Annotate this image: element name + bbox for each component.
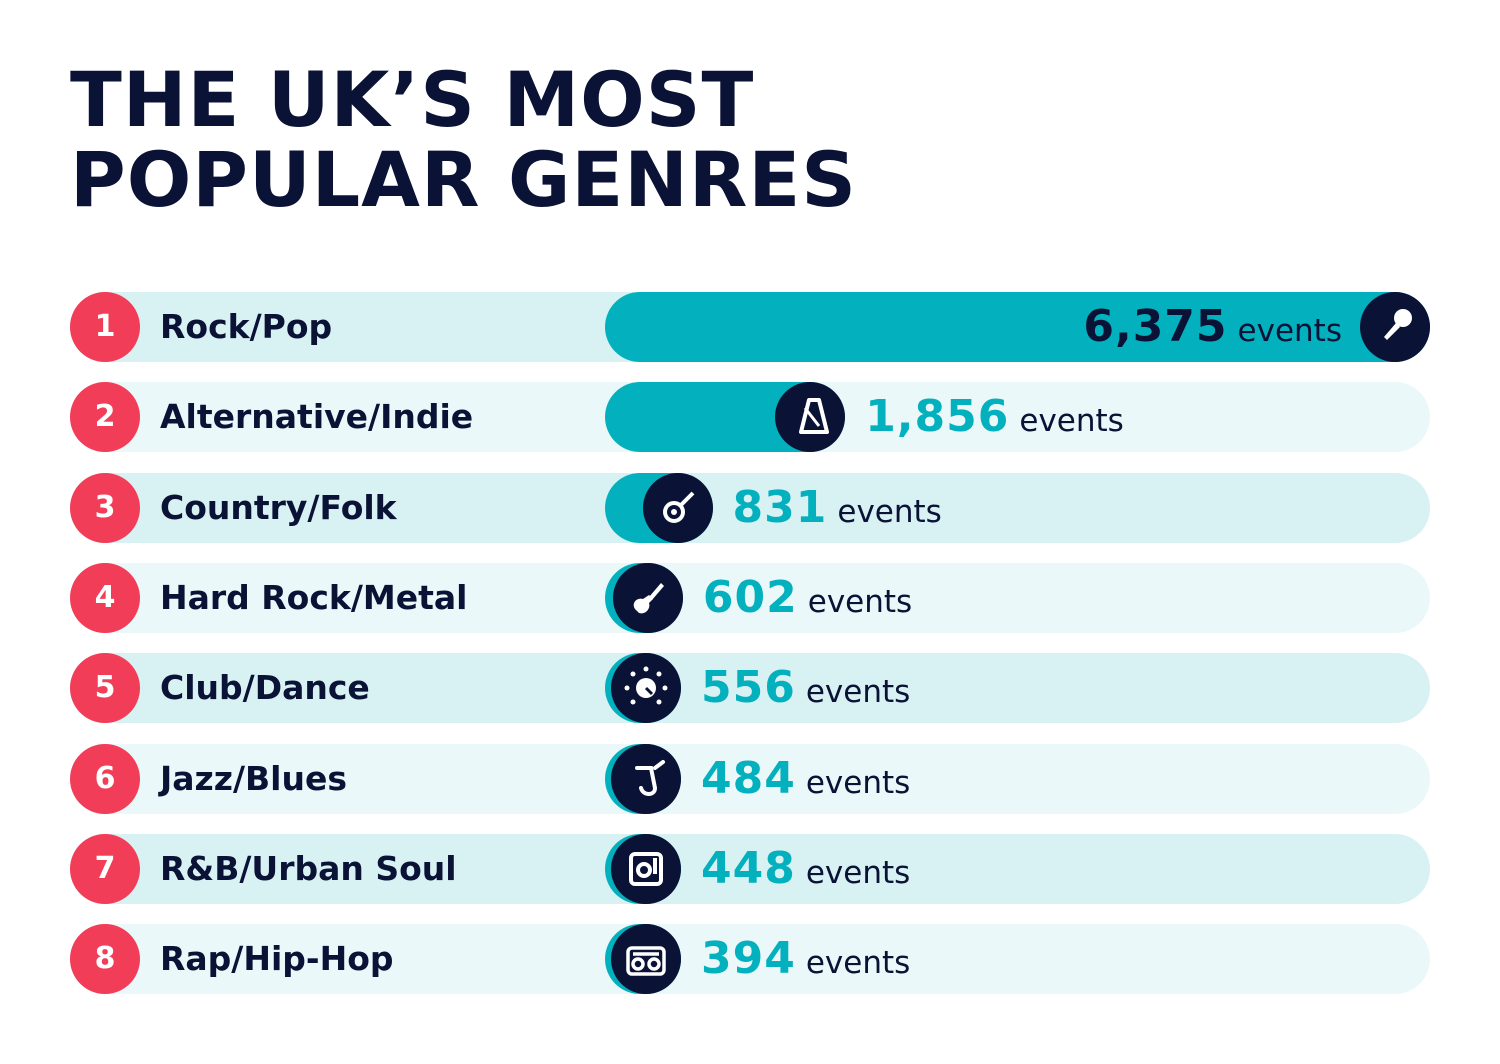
value-label: 602	[702, 571, 798, 623]
value-label-group: 484 events	[701, 744, 910, 814]
value-label-group: 6,375 events	[1083, 292, 1342, 362]
value-label: 831	[732, 481, 828, 533]
genre-label: Club/Dance	[160, 668, 370, 708]
microphone-icon	[1360, 292, 1430, 362]
rank-badge: 6	[70, 743, 140, 814]
unit-label: events	[805, 854, 911, 891]
value-bar	[605, 292, 1430, 362]
rank-badge: 1	[70, 292, 140, 362]
genre-label: Rock/Pop	[160, 307, 333, 346]
boombox-icon	[611, 924, 681, 995]
value-label-group: 556 events	[701, 653, 910, 723]
genre-row: 8 Rap/Hip-Hop 394 events	[70, 924, 1430, 995]
page-title: THE UK’S MOST POPULAR GENRES	[70, 60, 1170, 220]
unit-label: events	[807, 583, 913, 620]
row-background	[70, 653, 1430, 724]
unit-label: events	[837, 493, 942, 530]
rank-badge: 4	[70, 562, 140, 633]
genre-label: Hard Rock/Metal	[160, 577, 468, 617]
turntable-icon	[611, 833, 681, 904]
genre-row: 6 Jazz/Blues 484 events	[70, 743, 1430, 814]
unit-label: events	[1019, 403, 1124, 440]
value-label-group: 1,856 events	[865, 382, 1124, 452]
unit-label: events	[805, 945, 911, 982]
value-label-group: 448 events	[701, 834, 910, 904]
value-label: 484	[701, 752, 796, 804]
title-line-2: POPULAR GENRES	[70, 135, 858, 224]
value-label: 394	[701, 933, 796, 985]
rank-badge: 2	[70, 382, 140, 453]
saxophone-icon	[611, 743, 681, 814]
genre-label: R&B/Urban Soul	[160, 848, 457, 888]
unit-label: events	[1237, 313, 1342, 349]
value-label-group: 394 events	[701, 924, 910, 994]
genre-label: Alternative/Indie	[160, 397, 474, 437]
row-background	[70, 833, 1430, 904]
value-label: 1,856	[865, 391, 1010, 443]
genre-row: 7 R&B/Urban Soul 448 events	[70, 833, 1430, 904]
value-label: 6,375	[1083, 301, 1228, 352]
genre-row: 2 Alternative/Indie 1,856 events	[70, 382, 1430, 453]
rank-badge: 5	[70, 653, 140, 724]
row-background	[70, 924, 1430, 995]
value-label-group: 602 events	[703, 563, 912, 633]
genre-row: 3 Country/Folk 831 events	[70, 472, 1430, 543]
unit-label: events	[805, 764, 911, 801]
genre-row: 1 Rock/Pop 6,375 events	[70, 292, 1430, 362]
value-label-group: 831 events	[733, 473, 942, 543]
rank-badge: 8	[70, 924, 140, 995]
genre-row: 4 Hard Rock/Metal 602 events	[70, 562, 1430, 633]
row-background	[70, 743, 1430, 814]
row-background	[70, 562, 1430, 633]
electric-guitar-icon	[612, 562, 683, 633]
unit-label: events	[805, 674, 911, 711]
value-label: 556	[701, 662, 796, 714]
row-background	[70, 472, 1430, 543]
rank-badge: 7	[70, 833, 140, 904]
title-line-1: THE UK’S MOST	[70, 55, 755, 144]
genre-label: Rap/Hip-Hop	[160, 939, 394, 979]
value-label: 448	[701, 842, 796, 894]
banjo-icon	[642, 472, 713, 543]
genre-label: Jazz/Blues	[160, 758, 347, 798]
dj-knob-icon	[611, 653, 681, 724]
rank-badge: 3	[70, 472, 140, 543]
genre-label: Country/Folk	[160, 487, 397, 527]
metronome-icon	[775, 382, 846, 453]
genre-row: 5 Club/Dance 556 events	[70, 653, 1430, 724]
